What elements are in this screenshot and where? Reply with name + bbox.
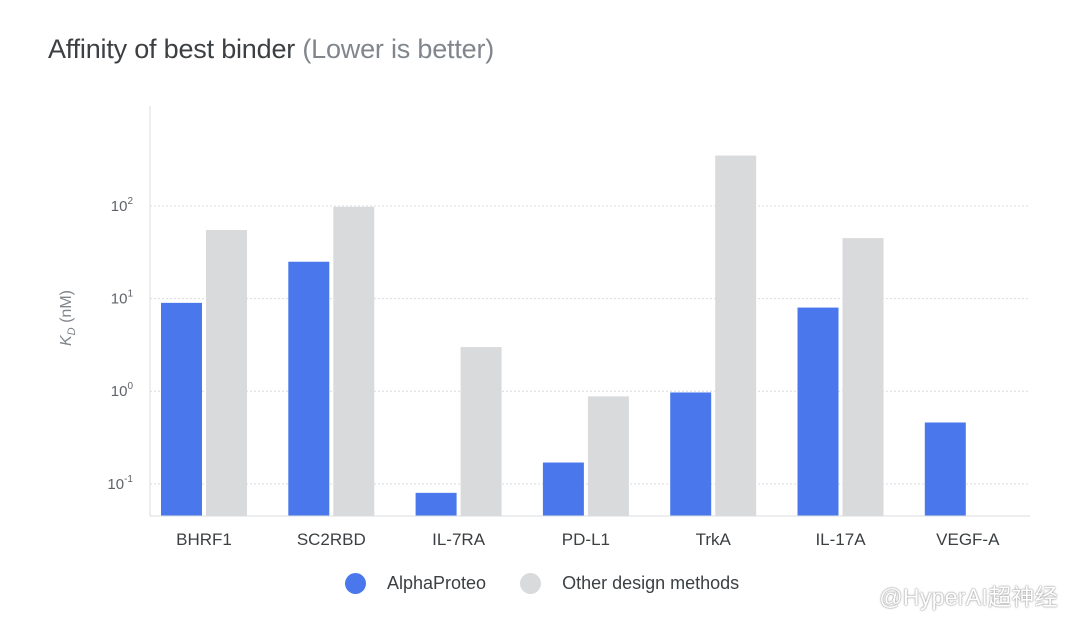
axes bbox=[149, 106, 1030, 517]
x-tick-label-pd-l1: PD-L1 bbox=[562, 530, 610, 549]
bar-pd-l1-other bbox=[587, 396, 629, 516]
x-tick-label-sc2rbd: SC2RBD bbox=[297, 530, 366, 549]
bar-sc2rbd-alphaproteo bbox=[288, 261, 330, 516]
y-tick-label-0: 10-1 bbox=[107, 474, 133, 493]
x-tick-label-il-7ra: IL-7RA bbox=[432, 530, 486, 549]
bar-pd-l1-alphaproteo bbox=[542, 462, 584, 516]
bar-il-17a-alphaproteo bbox=[797, 307, 839, 516]
bar-trka-other bbox=[715, 155, 757, 516]
chart-legend: AlphaProteo Other design methods bbox=[345, 573, 773, 594]
legend-label-alphaproteo: AlphaProteo bbox=[387, 573, 487, 593]
bar-il-7ra-other bbox=[460, 347, 502, 516]
bar-sc2rbd-other bbox=[333, 206, 375, 516]
bar-il-17a-other bbox=[842, 238, 884, 517]
bar-trka-alphaproteo bbox=[670, 392, 712, 516]
legend-item-other-design-methods[interactable]: Other design methods bbox=[520, 573, 739, 594]
x-tick-label-bhrf1: BHRF1 bbox=[176, 530, 232, 549]
bar-il-7ra-alphaproteo bbox=[415, 492, 457, 516]
bar-vegf-a-alphaproteo bbox=[924, 422, 966, 516]
watermark: @HyperAI超神经 bbox=[879, 584, 1058, 610]
legend-item-alphaproteo[interactable]: AlphaProteo bbox=[345, 573, 486, 594]
legend-swatch-alphaproteo bbox=[345, 573, 366, 594]
axis-labels: 10-1 100 101 102 BHRF1 SC2RBD IL-7RA PD-L1 TrkA I… bbox=[107, 196, 1000, 549]
x-tick-label-vegf-a: VEGF-A bbox=[936, 530, 1000, 549]
legend-swatch-other-design-methods bbox=[520, 573, 542, 594]
x-tick-label-il-17a: IL-17A bbox=[815, 530, 866, 549]
x-tick-label-trka: TrkA bbox=[696, 530, 732, 549]
y-tick-label-2: 101 bbox=[111, 289, 134, 308]
y-tick-label-1: 100 bbox=[111, 381, 134, 400]
chart-subtitle: (Lower is better) bbox=[302, 34, 495, 64]
bar-bhrf1-alphaproteo bbox=[161, 302, 202, 516]
chart-title: Affinity of best binder (Lower is better… bbox=[48, 34, 494, 65]
chart-title-main: Affinity of best binder bbox=[48, 34, 296, 64]
y-tick-label-3: 102 bbox=[111, 196, 134, 215]
bars bbox=[161, 155, 966, 517]
legend-label-other-design-methods: Other design methods bbox=[562, 573, 740, 593]
bar-bhrf1-other bbox=[206, 230, 247, 516]
